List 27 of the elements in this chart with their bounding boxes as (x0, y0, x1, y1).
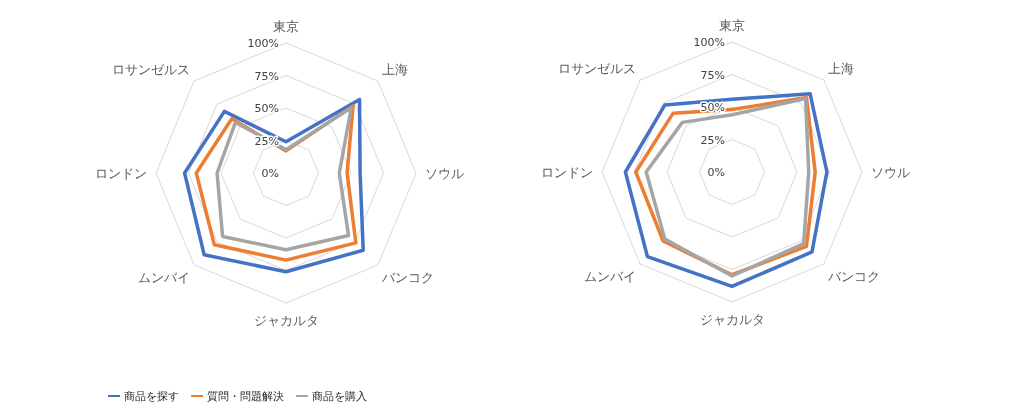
spoke-label: 東京 (719, 18, 745, 34)
y-tick-label: 75% (700, 68, 725, 82)
legend-label: 商品を購入 (312, 390, 367, 403)
y-tick-label: 100% (247, 37, 279, 50)
legend-label: 商品を探す (124, 390, 179, 403)
spoke-label: ソウル (424, 166, 464, 181)
spoke-label: ロサンゼルス (112, 62, 191, 78)
spoke-label: ロサンゼルス (558, 61, 637, 77)
y-tick-label: 75% (254, 69, 279, 83)
y-tick-label: 25% (700, 133, 725, 147)
spoke-label: ジャカルタ (699, 311, 765, 327)
spoke-label: ロンドン (95, 166, 148, 181)
y-tick-label: 100% (693, 36, 725, 49)
y-tick-label: 0% (261, 167, 279, 180)
spoke-label: ジャカルタ (253, 312, 319, 328)
y-tick-label: 0% (707, 166, 725, 179)
spoke-label: 上海 (827, 61, 854, 77)
y-tick-label: 50% (254, 102, 279, 115)
legend-label: 質問・問題解決 (207, 390, 284, 403)
spoke-label: ソウル (870, 165, 910, 180)
spoke-label: ロンドン (541, 165, 594, 180)
spoke-label: 上海 (381, 62, 408, 78)
spoke-label: ムンバイ (138, 269, 191, 285)
spoke-label: 東京 (273, 19, 299, 35)
spoke-label: バンコク (826, 268, 880, 284)
spoke-label: バンコク (380, 269, 434, 285)
spoke-label: ムンバイ (584, 268, 637, 284)
